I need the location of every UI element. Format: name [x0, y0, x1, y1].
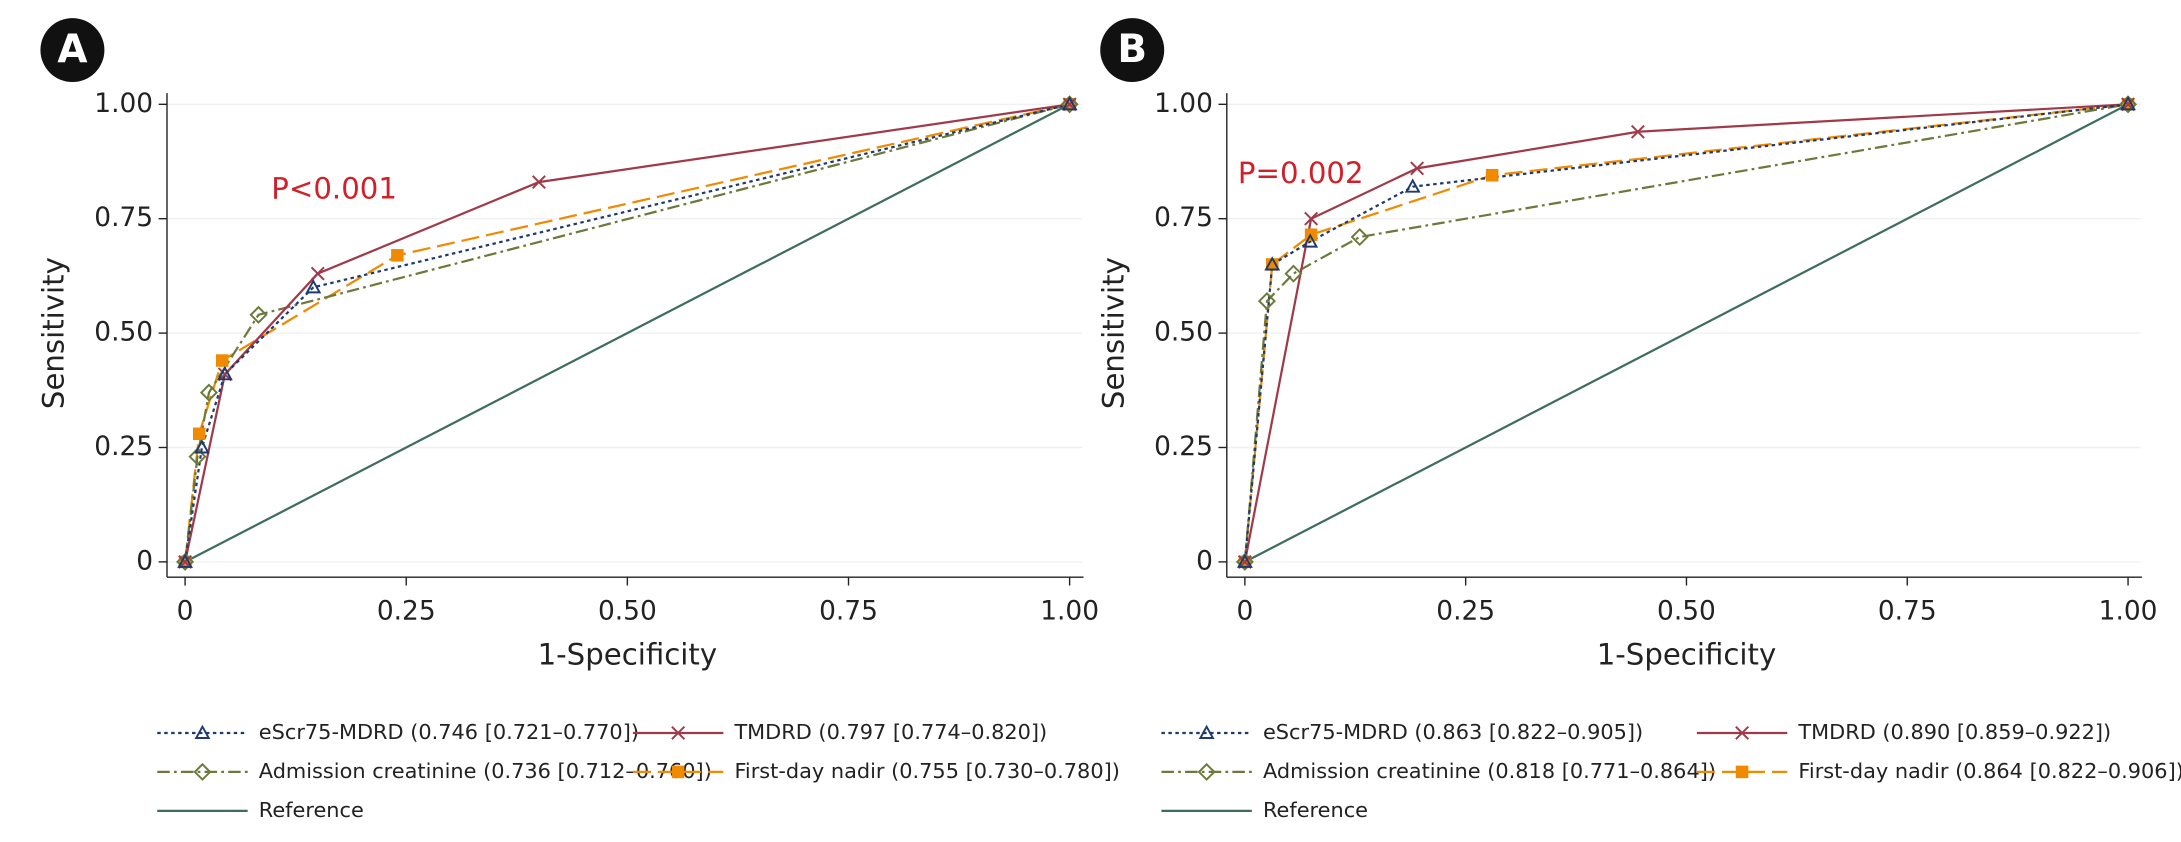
legend-label: First-day nadir (0.755 [0.730–0.780]): [734, 759, 1119, 783]
x-tick-label: 0.25: [377, 595, 436, 626]
marker: [1304, 211, 1319, 226]
marker: [1257, 292, 1276, 311]
marker: [1302, 233, 1319, 248]
y-tick-label: 0.75: [1154, 202, 1213, 233]
marker: [176, 552, 195, 571]
panel-label: A: [57, 27, 87, 72]
y-axis-label: Sensitivity: [1097, 257, 1131, 409]
marker: [671, 726, 686, 740]
marker: [305, 279, 322, 294]
marker: [177, 553, 193, 568]
x-tick-label: 0.50: [598, 595, 657, 626]
series-line: [1243, 103, 2129, 562]
y-tick-label: 0.25: [1154, 431, 1213, 462]
series-line: [183, 103, 1070, 563]
marker: [310, 266, 325, 281]
legend-label: Reference: [1263, 798, 1368, 822]
series-line: [183, 103, 1070, 563]
annotation: P=0.002: [1238, 156, 1364, 190]
marker: [671, 765, 685, 779]
marker: [1485, 168, 1499, 182]
y-tick-label: 0.75: [94, 202, 153, 233]
marker: [1061, 96, 1078, 111]
panel-badge: [1100, 18, 1165, 83]
marker: [1304, 228, 1318, 241]
marker: [1404, 178, 1421, 193]
marker: [1235, 552, 1254, 571]
marker: [193, 439, 210, 454]
y-axis-label: Sensitivity: [37, 257, 71, 409]
marker: [1284, 264, 1303, 283]
marker: [2119, 95, 2138, 114]
marker: [249, 305, 268, 324]
marker: [1630, 124, 1645, 139]
marker: [1410, 161, 1425, 176]
series-line: [1244, 103, 2129, 563]
legend-label: TMDRD (0.890 [0.859–0.922]): [1797, 720, 2111, 744]
marker: [1735, 726, 1750, 740]
marker: [1198, 724, 1215, 739]
y-tick-label: 0.50: [1154, 317, 1213, 348]
x-tick-label: 0.75: [1878, 595, 1937, 626]
legend-label: eScr75-MDRD (0.863 [0.822–0.905]): [1263, 720, 1643, 744]
x-axis-label: 1-Specificity: [538, 637, 718, 671]
marker: [1266, 258, 1279, 271]
legend-label: TMDRD (0.797 [0.774–0.820]): [733, 720, 1047, 744]
legend-label: Admission creatinine (0.736 [0.712–0.760…: [259, 759, 712, 783]
y-tick-label: 1.00: [1154, 88, 1213, 119]
marker: [1350, 227, 1369, 247]
marker: [1264, 256, 1281, 271]
marker: [188, 447, 207, 466]
marker: [194, 724, 211, 739]
marker: [192, 427, 206, 441]
legend-label: First-day nadir (0.864 [0.822–0.906]): [1798, 759, 2181, 783]
y-tick-label: 0.25: [94, 431, 153, 462]
x-axis-label: 1-Specificity: [1597, 637, 1777, 671]
legend-label: Reference: [259, 798, 364, 822]
x-tick-label: 0.25: [1436, 595, 1495, 626]
legend-label: Admission creatinine (0.818 [0.771–0.864…: [1263, 759, 1716, 783]
x-tick-label: 0: [177, 595, 194, 626]
marker: [1236, 553, 1253, 568]
marker: [1735, 765, 1749, 779]
x-tick-label: 0: [1236, 595, 1253, 626]
x-tick-label: 1.00: [2099, 595, 2158, 626]
y-tick-label: 1.00: [94, 88, 153, 119]
y-tick-label: 0: [1196, 545, 1213, 576]
marker: [2120, 96, 2136, 111]
panel-label: B: [1117, 27, 1147, 72]
legend-label: eScr75-MDRD (0.746 [0.721–0.770]): [259, 720, 639, 744]
marker: [193, 762, 212, 781]
panel-badge: [40, 18, 105, 83]
marker: [1197, 762, 1216, 781]
series-line: [1243, 103, 2129, 562]
x-tick-label: 1.00: [1040, 595, 1099, 626]
marker: [215, 354, 229, 367]
series-line: [1243, 103, 2129, 562]
series-line: [184, 103, 1071, 563]
annotation: P<0.001: [271, 172, 397, 206]
marker: [1060, 95, 1079, 114]
marker: [216, 366, 233, 381]
x-tick-label: 0.75: [819, 595, 878, 626]
marker: [531, 175, 546, 190]
marker: [391, 249, 404, 262]
y-tick-label: 0.50: [94, 317, 153, 348]
y-tick-label: 0: [136, 545, 153, 576]
marker: [199, 383, 218, 402]
x-tick-label: 0.50: [1657, 595, 1716, 626]
